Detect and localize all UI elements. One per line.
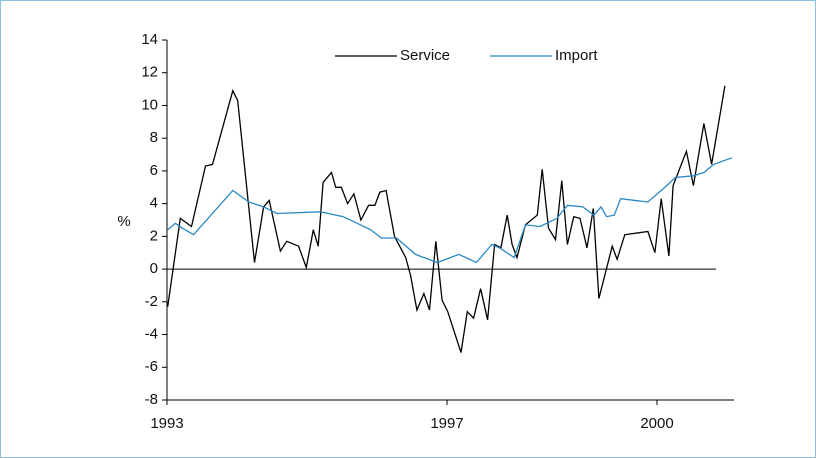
x-tick-label: 2000 bbox=[640, 415, 673, 432]
x-tick-label: 1997 bbox=[430, 415, 463, 432]
y-tick-label: -4 bbox=[145, 326, 158, 343]
y-tick-label: -2 bbox=[145, 293, 158, 310]
y-tick-label: 4 bbox=[150, 195, 158, 212]
series-line bbox=[167, 85, 726, 353]
y-axis-label: % bbox=[117, 213, 130, 230]
x-tick-label: 1993 bbox=[150, 415, 183, 432]
series-line bbox=[167, 157, 733, 264]
y-tick-label: 2 bbox=[150, 227, 158, 244]
legend-label: Service bbox=[400, 47, 450, 64]
y-tick-label: 6 bbox=[150, 162, 158, 179]
y-tick-label: -8 bbox=[145, 391, 158, 408]
y-tick-label: 12 bbox=[141, 64, 158, 81]
legend-label: Import bbox=[555, 47, 598, 64]
y-tick-label: 10 bbox=[141, 96, 158, 113]
y-tick-label: 0 bbox=[150, 260, 158, 277]
y-tick-label: 14 bbox=[141, 31, 158, 48]
y-tick-label: 8 bbox=[150, 129, 158, 146]
y-tick-label: -6 bbox=[145, 358, 158, 375]
